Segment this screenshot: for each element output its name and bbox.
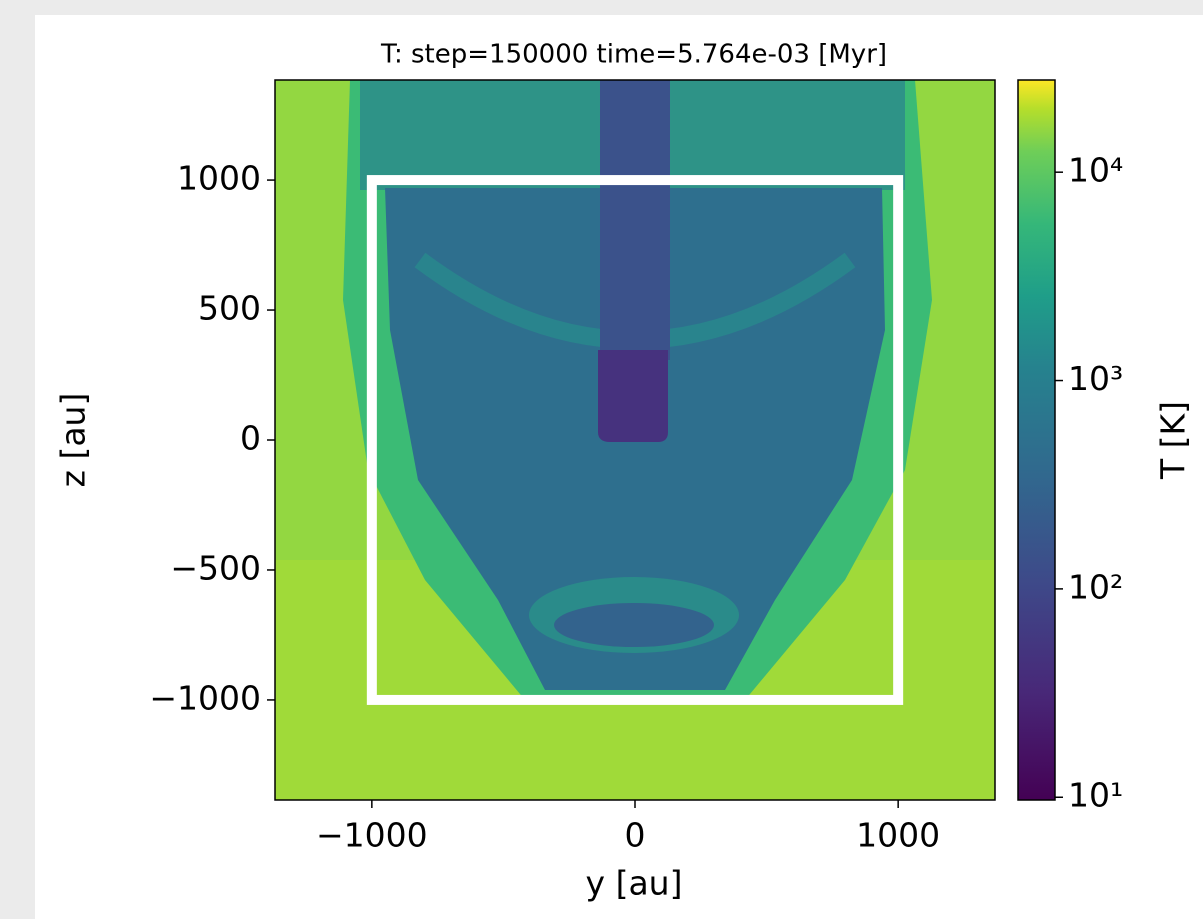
y-tick-label: 1000: [177, 159, 261, 198]
colorbar-tick-label: 10⁴: [1068, 151, 1123, 190]
x-tick-label: 0: [625, 816, 646, 855]
colorbar-tick-label: 10²: [1068, 567, 1123, 606]
y-tick-label: −1000: [149, 678, 261, 717]
y-tick-label: 500: [198, 289, 261, 328]
chart-title: T: step=150000 time=5.764e-03 [Myr]: [380, 40, 887, 70]
y-tick-label: 0: [240, 419, 261, 458]
colorbar: [1017, 79, 1056, 801]
x-tick-label: 1000: [856, 816, 940, 855]
x-axis-label: y [au]: [586, 864, 683, 903]
y-axis-label: z [au]: [54, 393, 93, 488]
highlight-box: [366, 175, 904, 705]
colorbar-tick-label: 10¹: [1068, 776, 1123, 815]
x-tick-label: −1000: [316, 816, 428, 855]
colorbar-label: T [K]: [1154, 401, 1193, 480]
y-tick-label: −500: [170, 548, 261, 587]
colorbar-tick-label: 10³: [1068, 359, 1123, 398]
heatmap-image: [275, 80, 995, 800]
